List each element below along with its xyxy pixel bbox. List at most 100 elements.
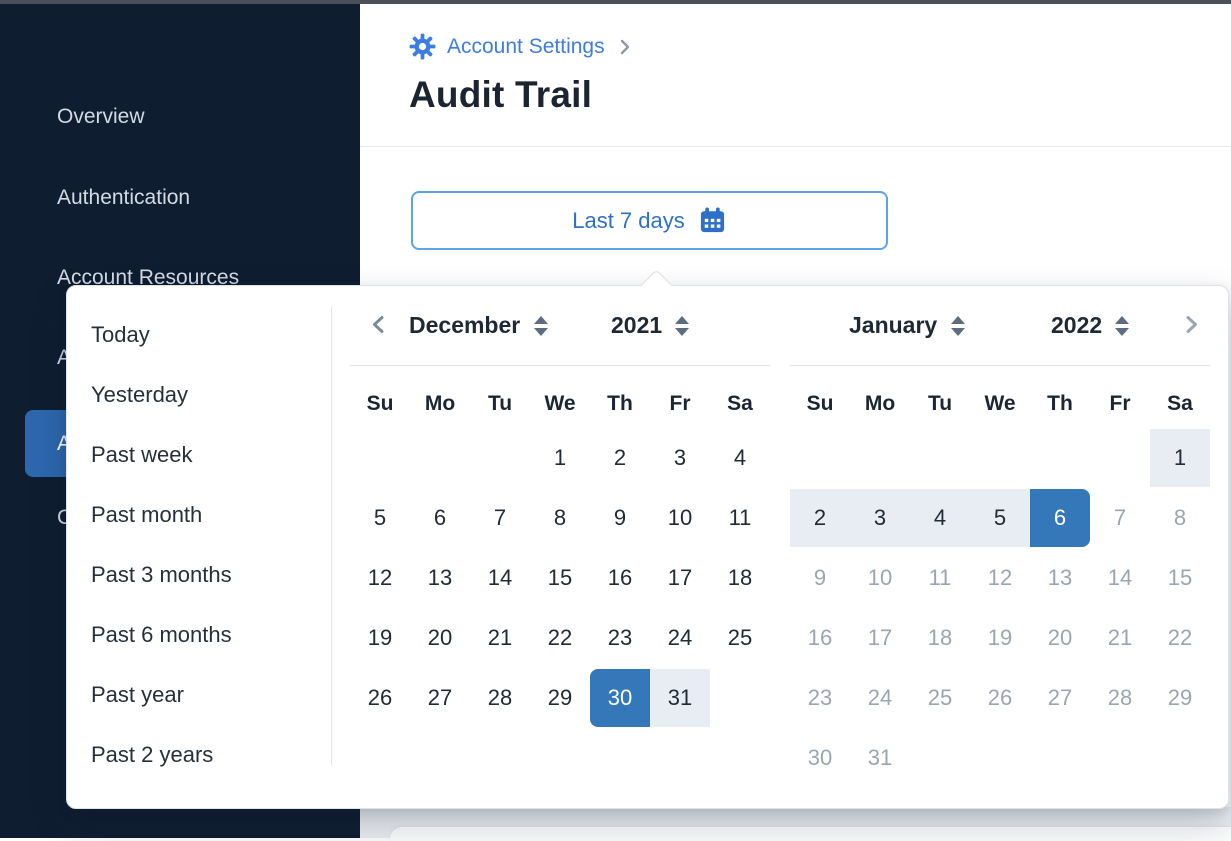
- weekday-label: Th: [1047, 392, 1073, 415]
- page-title: Audit Trail: [409, 74, 593, 115]
- day-cell[interactable]: 23: [607, 625, 633, 650]
- day-cell[interactable]: 29: [547, 685, 573, 710]
- preset-option-past-2-years[interactable]: Past 2 years: [91, 742, 214, 767]
- day-cell[interactable]: 8: [553, 505, 567, 530]
- weekday-label: Su: [806, 392, 834, 415]
- day-cell-disabled: 28: [1107, 685, 1133, 710]
- day-cell-empty: [970, 729, 1030, 787]
- preset-option-past-week[interactable]: Past week: [91, 442, 193, 467]
- calendar-january-2022: January 2022 Su Mo Tu We Th Fr Sa 1 2 3 4 5 6 7 8 9 10 11 12…: [790, 286, 1210, 808]
- window-top-edge: [0, 0, 1231, 4]
- day-cell[interactable]: 12: [367, 565, 393, 590]
- day-cell[interactable]: 5: [373, 505, 387, 530]
- preset-list: Today Yesterday Past week Past month Past 3 …: [67, 305, 331, 785]
- day-cell[interactable]: 22: [547, 625, 573, 650]
- day-cell[interactable]: 26: [367, 685, 393, 710]
- day-cell[interactable]: 14: [487, 565, 513, 590]
- weekday-label: Tu: [487, 392, 513, 415]
- weekday-label: Fr: [669, 392, 691, 415]
- day-cell-in-range[interactable]: 4: [910, 489, 970, 547]
- day-cell-range-start[interactable]: 30: [590, 669, 650, 727]
- day-cell-disabled: 15: [1167, 565, 1193, 590]
- calendar-header-divider: [790, 365, 1210, 366]
- weekday-label: Tu: [927, 392, 953, 415]
- preset-option-past-3-months[interactable]: Past 3 months: [91, 562, 232, 587]
- sidebar-item-label: Overview: [57, 105, 145, 128]
- day-cell[interactable]: 25: [727, 625, 753, 650]
- day-cell[interactable]: 19: [367, 625, 393, 650]
- weekday-row: Su Mo Tu We Th Fr Sa: [790, 383, 1210, 425]
- month-stepper[interactable]: [951, 315, 966, 336]
- day-cell[interactable]: 4: [733, 445, 747, 470]
- day-cell[interactable]: 13: [427, 565, 453, 590]
- year-stepper[interactable]: [1115, 315, 1130, 336]
- day-cell[interactable]: 2: [613, 445, 627, 470]
- day-cell[interactable]: 15: [547, 565, 573, 590]
- day-cell-in-range[interactable]: 5: [970, 489, 1030, 547]
- preset-option-past-year[interactable]: Past year: [91, 682, 184, 707]
- chevron-right-icon[interactable]: [1183, 313, 1200, 336]
- stepper-down-icon[interactable]: [534, 327, 549, 336]
- preset-option-yesterday[interactable]: Yesterday: [91, 382, 189, 407]
- day-cell-disabled: 19: [987, 625, 1013, 650]
- preset-option-today[interactable]: Today: [91, 322, 150, 347]
- day-cell[interactable]: 20: [427, 625, 453, 650]
- day-cell[interactable]: 28: [487, 685, 513, 710]
- day-cell-empty: [970, 429, 1030, 487]
- preset-option-past-month[interactable]: Past month: [91, 502, 203, 527]
- stepper-down-icon[interactable]: [675, 327, 690, 336]
- day-cell-disabled: 22: [1167, 625, 1193, 650]
- sidebar-item-account-resources[interactable]: Account Resources: [57, 265, 239, 291]
- day-cell-disabled: 31: [867, 745, 893, 770]
- day-cell-disabled: 8: [1173, 505, 1187, 530]
- day-cell[interactable]: 1: [553, 445, 567, 470]
- day-cell-range-end[interactable]: 6: [1030, 489, 1090, 547]
- date-range-button[interactable]: Last 7 days: [411, 191, 888, 250]
- day-cell-in-range[interactable]: 2: [790, 489, 850, 547]
- stepper-up-icon[interactable]: [951, 315, 966, 324]
- preset-option-past-6-months[interactable]: Past 6 months: [91, 622, 232, 647]
- chevron-right-icon: [620, 39, 629, 54]
- day-cell[interactable]: 11: [728, 505, 752, 530]
- weekday-label: Sa: [727, 392, 753, 415]
- day-cell[interactable]: 7: [493, 505, 507, 530]
- year-stepper[interactable]: [675, 315, 690, 336]
- stepper-up-icon[interactable]: [534, 315, 549, 324]
- month-stepper[interactable]: [534, 315, 549, 336]
- day-cell-empty: [1030, 729, 1090, 787]
- content-card-top: [390, 827, 1231, 841]
- stepper-up-icon[interactable]: [675, 315, 690, 324]
- day-cell[interactable]: 21: [487, 625, 513, 650]
- stepper-down-icon[interactable]: [1115, 327, 1130, 336]
- day-cell-in-range[interactable]: 3: [850, 489, 910, 547]
- day-cell-empty: [910, 729, 970, 787]
- day-cell[interactable]: 3: [673, 445, 687, 470]
- day-cell[interactable]: 9: [613, 505, 627, 530]
- day-cell-in-range[interactable]: 1: [1150, 429, 1210, 487]
- day-cell-disabled: 10: [867, 565, 893, 590]
- day-cell[interactable]: 17: [667, 565, 693, 590]
- stepper-down-icon[interactable]: [951, 327, 966, 336]
- day-cell-empty: [350, 429, 410, 487]
- day-cell[interactable]: 10: [667, 505, 693, 530]
- day-cell-disabled: 30: [807, 745, 833, 770]
- day-cell[interactable]: 18: [727, 565, 753, 590]
- calendar-icon: [700, 207, 724, 233]
- day-cell[interactable]: 24: [667, 625, 693, 650]
- stepper-up-icon[interactable]: [1115, 315, 1130, 324]
- preset-calendar-divider: [331, 306, 332, 766]
- chevron-left-icon[interactable]: [370, 313, 387, 336]
- breadcrumb[interactable]: Account Settings: [409, 33, 634, 60]
- sidebar-item-overview[interactable]: Overview: [57, 104, 145, 130]
- day-cell-disabled: 20: [1047, 625, 1073, 650]
- month-label: December: [409, 312, 521, 338]
- day-cell[interactable]: 6: [433, 505, 447, 530]
- day-cell-disabled: 7: [1113, 505, 1127, 530]
- breadcrumb-label[interactable]: Account Settings: [447, 34, 605, 58]
- weekday-label: Su: [366, 392, 394, 415]
- sidebar-item-authentication[interactable]: Authentication: [57, 185, 190, 211]
- day-cell[interactable]: 16: [607, 565, 633, 590]
- day-cell[interactable]: 27: [427, 685, 453, 710]
- weekday-label: Sa: [1167, 392, 1193, 415]
- day-cell-in-range[interactable]: 31: [650, 669, 710, 727]
